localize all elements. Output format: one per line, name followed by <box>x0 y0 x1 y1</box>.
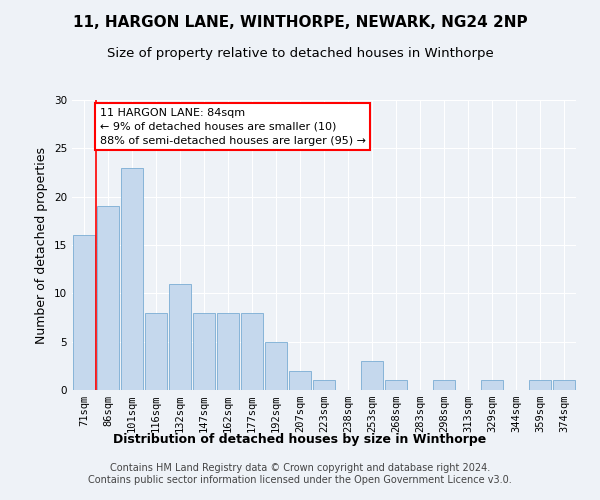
Bar <box>193 312 215 390</box>
Text: 11, HARGON LANE, WINTHORPE, NEWARK, NG24 2NP: 11, HARGON LANE, WINTHORPE, NEWARK, NG24… <box>73 15 527 30</box>
Bar <box>169 284 191 390</box>
Text: 11 HARGON LANE: 84sqm
← 9% of detached houses are smaller (10)
88% of semi-detac: 11 HARGON LANE: 84sqm ← 9% of detached h… <box>100 108 365 146</box>
Text: Distribution of detached houses by size in Winthorpe: Distribution of detached houses by size … <box>113 432 487 446</box>
Bar <box>313 380 335 390</box>
Bar <box>361 361 383 390</box>
Text: Size of property relative to detached houses in Winthorpe: Size of property relative to detached ho… <box>107 48 493 60</box>
Bar <box>73 236 95 390</box>
Bar <box>97 206 119 390</box>
Bar <box>121 168 143 390</box>
Y-axis label: Number of detached properties: Number of detached properties <box>35 146 49 344</box>
Bar <box>217 312 239 390</box>
Bar <box>433 380 455 390</box>
Bar <box>529 380 551 390</box>
Text: Contains HM Land Registry data © Crown copyright and database right 2024.
Contai: Contains HM Land Registry data © Crown c… <box>88 464 512 485</box>
Bar <box>289 370 311 390</box>
Bar <box>481 380 503 390</box>
Bar <box>241 312 263 390</box>
Bar <box>385 380 407 390</box>
Bar <box>553 380 575 390</box>
Bar <box>145 312 167 390</box>
Bar <box>265 342 287 390</box>
